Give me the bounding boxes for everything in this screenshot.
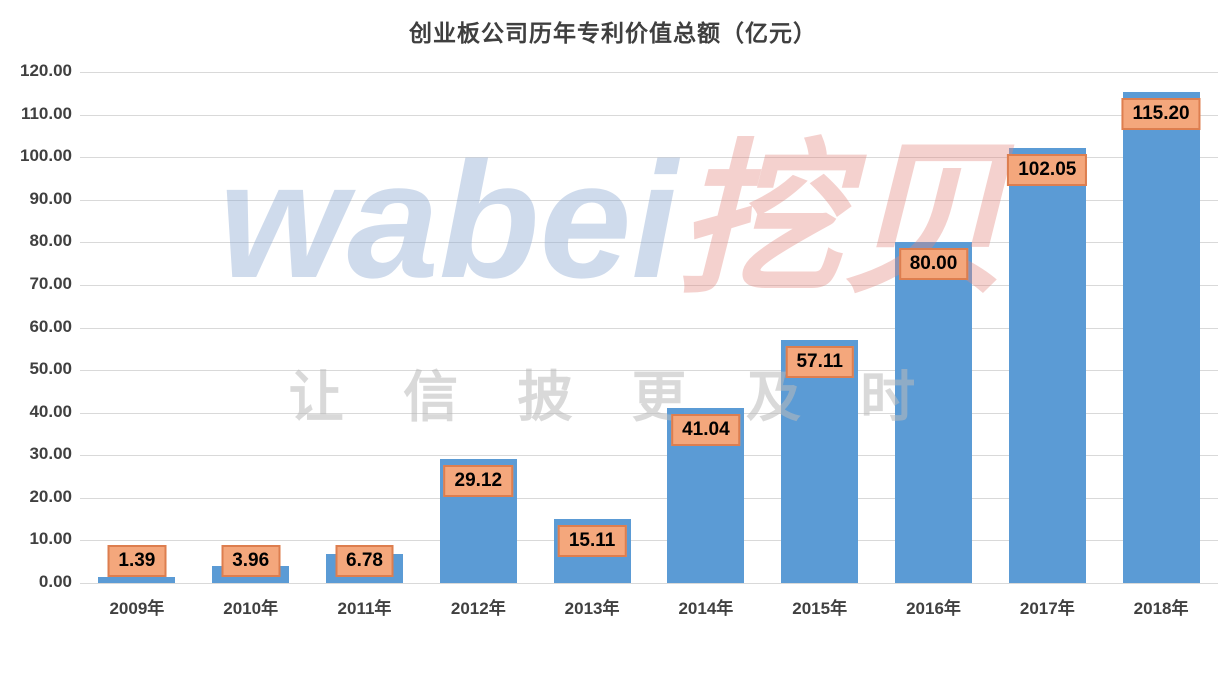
x-tick-label: 2010年 bbox=[223, 599, 279, 618]
gridline bbox=[80, 497, 1218, 499]
value-label: 57.11 bbox=[785, 345, 854, 378]
gridline bbox=[80, 114, 1218, 116]
y-tick-label: 110.00 bbox=[20, 103, 72, 123]
chart-title: 创业板公司历年专利价值总额（亿元） bbox=[409, 20, 817, 46]
y-tick-label: 90.00 bbox=[29, 188, 72, 208]
x-tick-label: 2009年 bbox=[109, 599, 165, 618]
gridline bbox=[80, 242, 1218, 244]
y-tick-label: 100.00 bbox=[20, 146, 72, 166]
gridline bbox=[80, 157, 1218, 159]
x-tick-label: 2016年 bbox=[906, 599, 961, 618]
gridline bbox=[80, 284, 1218, 286]
value-label: 80.00 bbox=[898, 248, 969, 281]
y-tick-label: 30.00 bbox=[29, 444, 72, 464]
value-label: 1.39 bbox=[107, 545, 167, 577]
value-label: 41.04 bbox=[671, 414, 741, 447]
y-tick-label: 50.00 bbox=[29, 359, 72, 379]
bar bbox=[781, 339, 859, 583]
x-tick-label: 2014年 bbox=[678, 599, 734, 618]
value-label: 6.78 bbox=[335, 545, 394, 577]
y-tick-label: 10.00 bbox=[29, 529, 72, 549]
gridline bbox=[80, 327, 1218, 329]
y-tick-label: 70.00 bbox=[29, 273, 72, 293]
value-label: 3.96 bbox=[221, 545, 281, 577]
y-tick-label: 120.00 bbox=[20, 61, 72, 80]
value-label: 15.11 bbox=[557, 524, 627, 557]
gridline bbox=[80, 370, 1218, 372]
y-tick-label: 40.00 bbox=[29, 401, 72, 421]
bar bbox=[1008, 148, 1086, 583]
x-tick-label: 2018年 bbox=[1133, 599, 1189, 618]
x-tick-label: 2015年 bbox=[792, 599, 848, 618]
value-label: 115.20 bbox=[1121, 98, 1201, 131]
gridline bbox=[80, 199, 1218, 201]
bar bbox=[895, 242, 972, 583]
gridline bbox=[80, 455, 1218, 457]
y-tick-label: 80.00 bbox=[29, 231, 72, 251]
bar bbox=[1122, 92, 1200, 583]
x-tick-label: 2011年 bbox=[337, 599, 392, 618]
gridline bbox=[80, 72, 1218, 73]
gridline bbox=[80, 583, 1218, 584]
value-label: 102.05 bbox=[1007, 154, 1088, 187]
y-tick-label: 60.00 bbox=[29, 316, 72, 336]
value-label: 29.12 bbox=[443, 464, 514, 497]
bar bbox=[98, 577, 176, 583]
gridline bbox=[80, 412, 1218, 414]
x-tick-label: 2013年 bbox=[564, 599, 620, 618]
x-tick-label: 2017年 bbox=[1019, 599, 1075, 618]
x-tick-label: 2012年 bbox=[450, 599, 506, 618]
gridline bbox=[80, 540, 1218, 542]
y-tick-label: 20.00 bbox=[29, 486, 72, 506]
y-tick-label: 0.00 bbox=[38, 572, 72, 591]
